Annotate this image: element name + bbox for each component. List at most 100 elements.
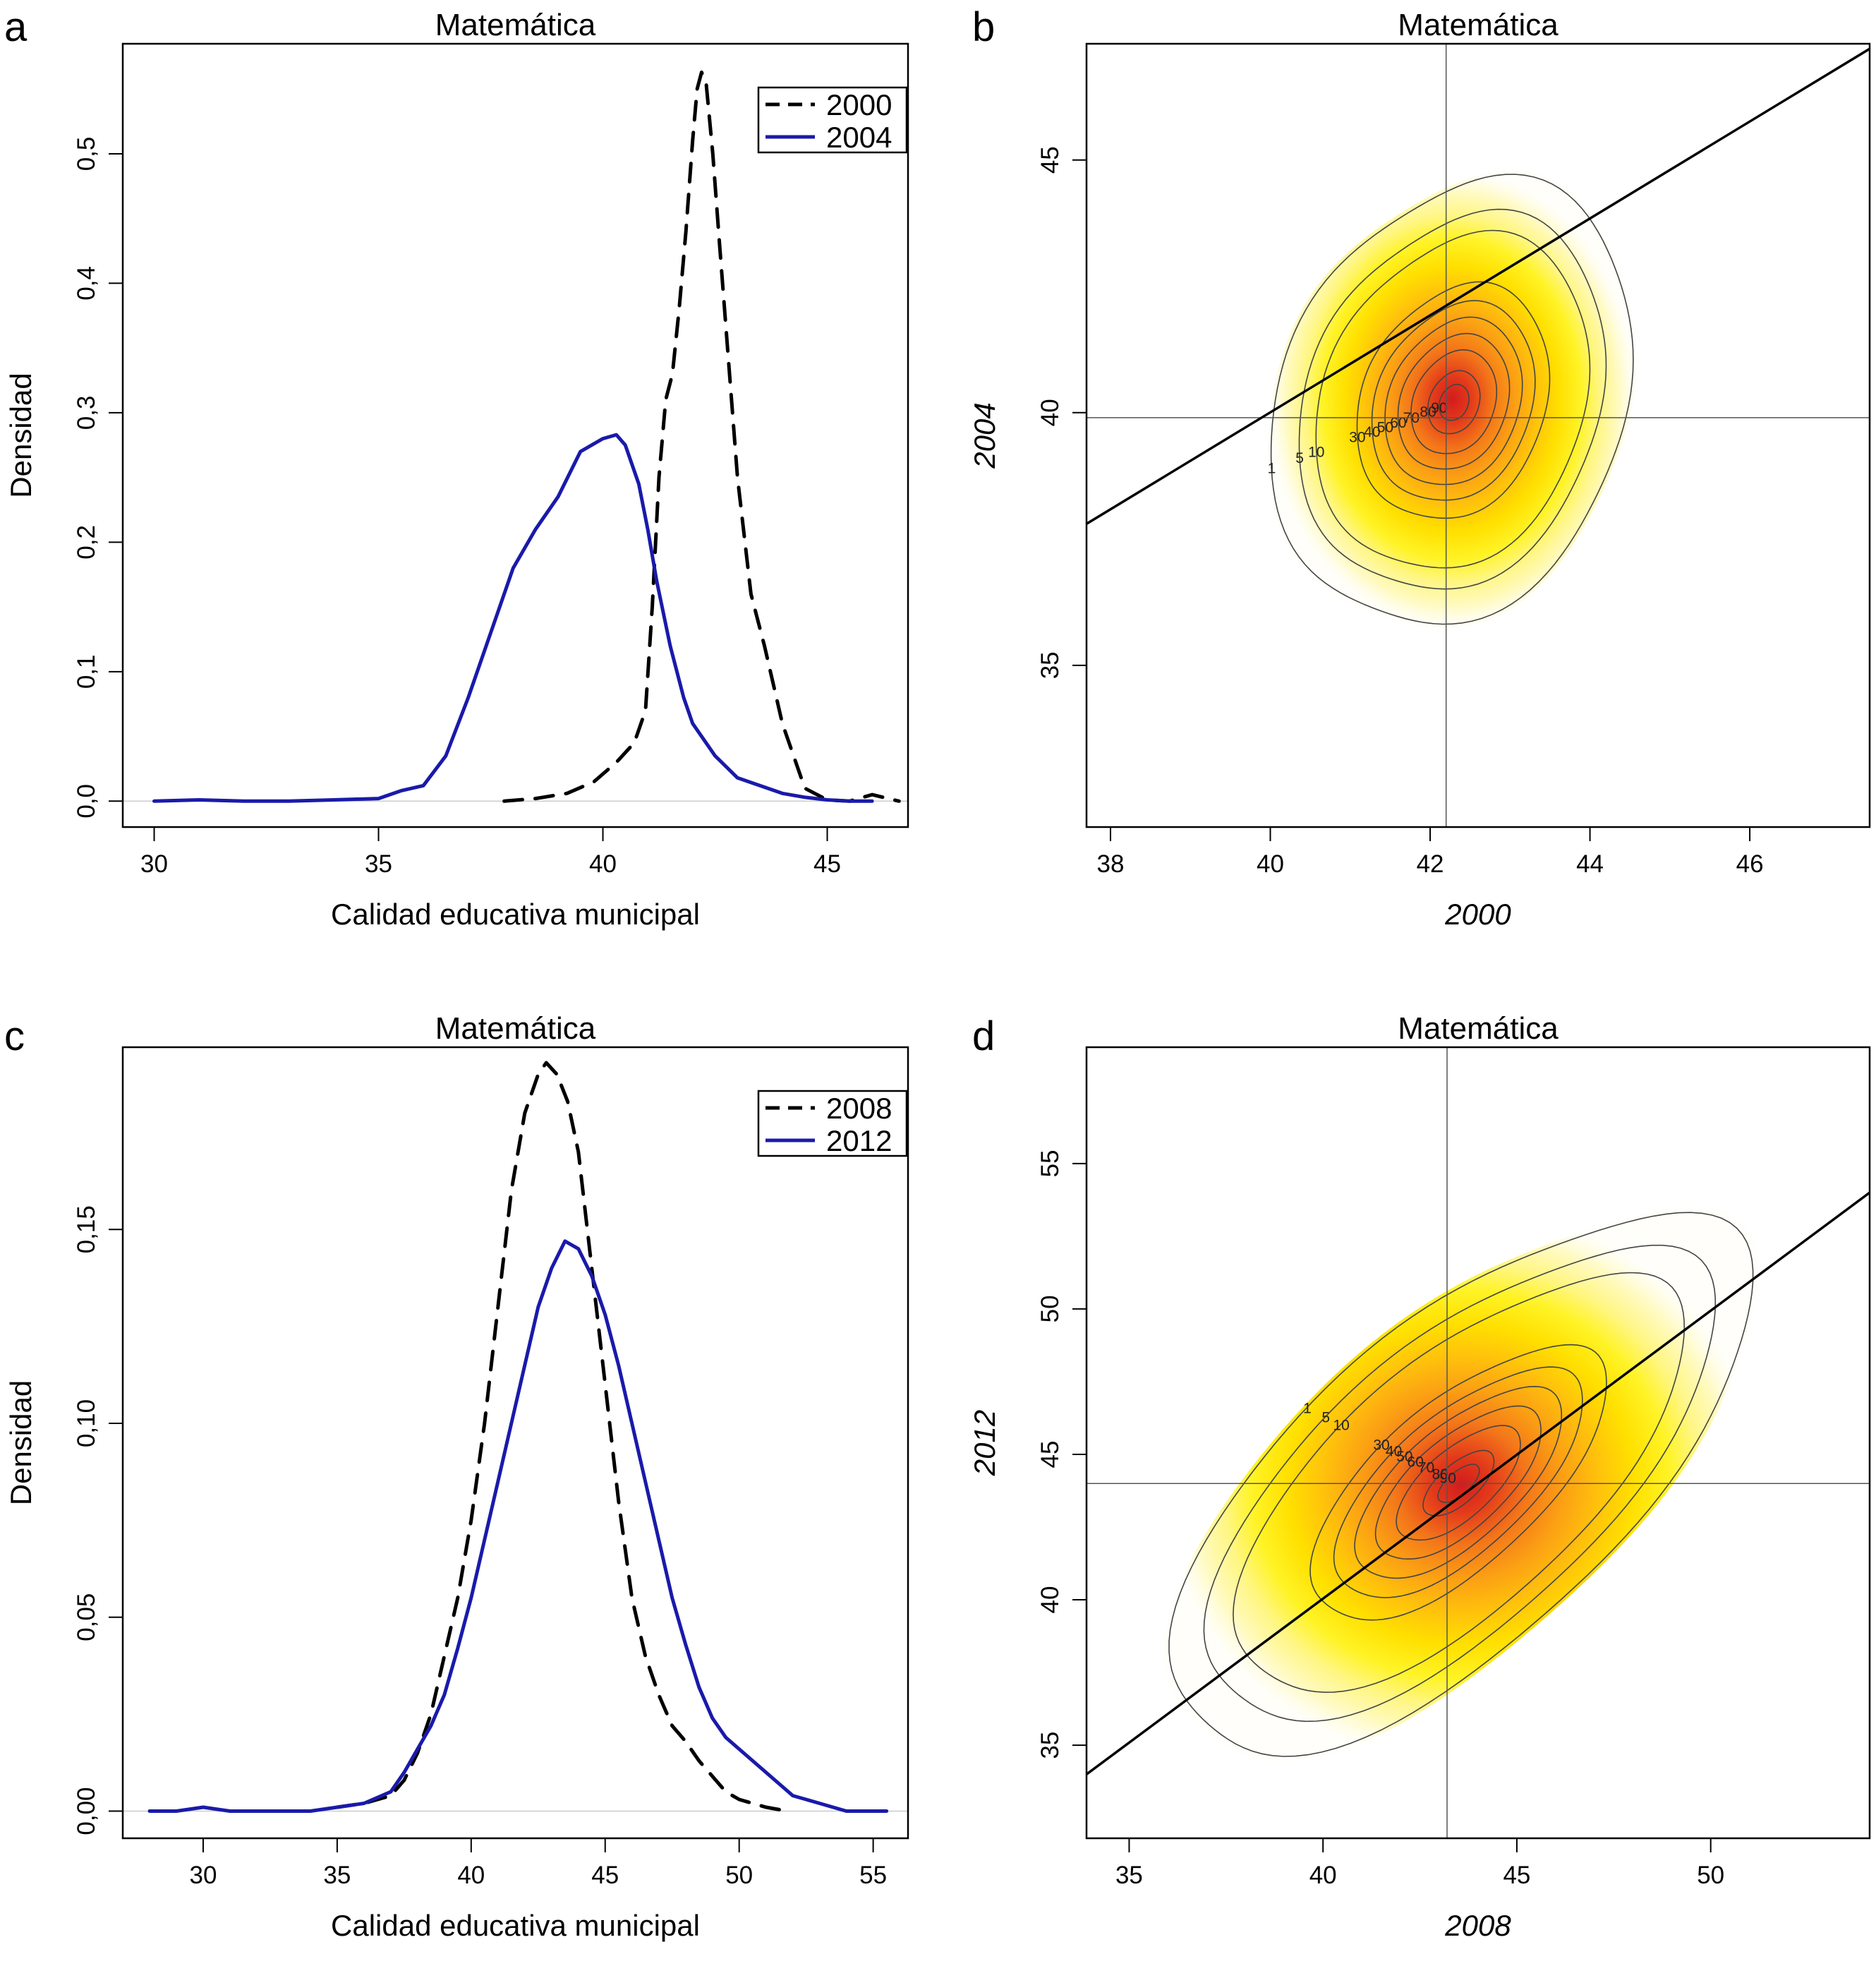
density-field xyxy=(1163,1207,1760,1762)
panel-letter: d xyxy=(972,1013,995,1059)
x-tick-label: 50 xyxy=(725,1862,753,1889)
contour-label: 60 xyxy=(1390,415,1406,431)
x-tick-label: 35 xyxy=(1115,1862,1143,1889)
series-line-2012 xyxy=(147,1239,889,1813)
y-tick-label: 0,2 xyxy=(73,525,100,560)
y-tick-label: 40 xyxy=(1036,1586,1064,1614)
contour-label: 80 xyxy=(1420,404,1436,421)
y-axis-label: 2004 xyxy=(968,402,1001,469)
panel-letter: a xyxy=(4,4,28,50)
x-tick-label: 50 xyxy=(1697,1862,1724,1889)
y-tick-label: 35 xyxy=(1036,651,1064,679)
y-tick-label: 0,10 xyxy=(73,1399,100,1447)
panel-a: a Matemática 30 35 40 45 0,0 0,1 0,2 0,3 0,4 0,5 Cal… xyxy=(4,4,909,931)
contour-line-30 xyxy=(1356,281,1551,519)
x-axis-label: 2000 xyxy=(1444,898,1511,931)
plot-border xyxy=(121,1046,909,1840)
legend-label: 2008 xyxy=(826,1092,892,1125)
contour-label: 90 xyxy=(1431,400,1447,416)
series-line-2008 xyxy=(335,1061,789,1813)
chart-title: Matemática xyxy=(435,1011,596,1046)
x-axis-label: Calidad educativa municipal xyxy=(331,898,700,931)
x-axis-label: 2008 xyxy=(1444,1909,1511,1942)
panel-b: b Matemática 38 40 42 44 46 35 40 45 2000 2004 1 5 10 3… xyxy=(968,4,1871,931)
contour-line-70 xyxy=(1396,1425,1521,1541)
x-tick-label: 40 xyxy=(1309,1862,1337,1889)
contour-line-10 xyxy=(1315,229,1591,569)
contour-label: 80 xyxy=(1432,1466,1448,1483)
plot-border xyxy=(1085,42,1871,828)
y-axis-label: Densidad xyxy=(4,373,37,497)
panel-c: c Matemática 30 35 40 45 50 55 0,00 0,05 0,10 0,15 C… xyxy=(4,1011,909,1942)
panel-letter: c xyxy=(4,1013,25,1059)
legend-box xyxy=(757,86,908,154)
y-tick-label: 50 xyxy=(1036,1295,1064,1322)
y-tick-label: 45 xyxy=(1036,146,1064,174)
reference-line xyxy=(1087,47,1870,525)
x-tick-label: 55 xyxy=(859,1862,887,1889)
contour-label: 5 xyxy=(1321,1409,1330,1425)
y-axis-label: Densidad xyxy=(4,1380,37,1505)
y-tick-label: 0,4 xyxy=(73,266,100,301)
contour-line-10 xyxy=(1233,1272,1686,1693)
contour-line-90 xyxy=(1437,1464,1480,1503)
legend-label: 2004 xyxy=(826,121,892,154)
contour-label: 10 xyxy=(1308,445,1324,461)
y-axis-label: 2012 xyxy=(968,1410,1001,1476)
contour-line-80 xyxy=(1427,370,1481,435)
panel-letter: b xyxy=(972,4,995,50)
y-tick-label: 40 xyxy=(1036,399,1064,426)
contour-label: 10 xyxy=(1333,1417,1349,1433)
contour-label: 40 xyxy=(1386,1443,1402,1459)
x-tick-label: 35 xyxy=(323,1862,351,1889)
y-tick-label: 0,1 xyxy=(73,655,100,689)
panel-d: d Matemática 35 40 45 50 35 40 45 50 55 2008 2012 15 1… xyxy=(968,1011,1871,1942)
density-field xyxy=(1267,169,1638,629)
y-tick-label: 0,5 xyxy=(73,137,100,171)
contour-label: 30 xyxy=(1349,430,1365,446)
contour-line-5 xyxy=(1203,1244,1717,1723)
x-tick-label: 40 xyxy=(457,1862,485,1889)
contour-line-60 xyxy=(1397,332,1511,470)
y-tick-label: 0,3 xyxy=(73,396,100,430)
contour-label: 70 xyxy=(1403,410,1420,426)
contour-line-5 xyxy=(1298,208,1607,590)
contour-line-50 xyxy=(1354,1385,1563,1579)
contour-label: 1 xyxy=(1303,1400,1312,1416)
contour-line-80 xyxy=(1422,1449,1495,1516)
plot-border xyxy=(121,42,909,828)
y-tick-label: 45 xyxy=(1036,1441,1064,1469)
contour-line-60 xyxy=(1374,1405,1542,1560)
contour-line-30 xyxy=(1309,1344,1607,1621)
x-tick-label: 45 xyxy=(813,850,841,878)
series-line-2000 xyxy=(502,70,901,803)
contour-label: 5 xyxy=(1295,450,1304,466)
chart-title: Matemática xyxy=(435,8,596,42)
contour-line-40 xyxy=(1371,300,1536,501)
x-tick-label: 30 xyxy=(189,1862,217,1889)
contour-label: 40 xyxy=(1364,424,1380,440)
x-tick-label: 40 xyxy=(1257,850,1284,878)
reference-line xyxy=(1087,1191,1870,1775)
y-tick-label: 35 xyxy=(1036,1732,1064,1759)
x-tick-label: 40 xyxy=(589,850,617,878)
y-tick-label: 0,15 xyxy=(73,1205,100,1253)
chart-title: Matemática xyxy=(1398,8,1559,42)
x-tick-label: 45 xyxy=(1503,1862,1530,1889)
y-tick-label: 55 xyxy=(1036,1150,1064,1177)
x-tick-label: 45 xyxy=(591,1862,619,1889)
legend-label: 2012 xyxy=(826,1124,892,1157)
contour-label: 70 xyxy=(1418,1459,1434,1476)
contour-label: 60 xyxy=(1408,1454,1424,1471)
y-tick-label: 0,05 xyxy=(73,1593,100,1641)
legend-box xyxy=(757,1090,908,1157)
x-axis-label: Calidad educativa municipal xyxy=(331,1909,700,1942)
contour-label: 50 xyxy=(1377,419,1393,435)
x-tick-label: 46 xyxy=(1736,850,1764,878)
contour-line-50 xyxy=(1384,316,1523,486)
x-tick-label: 35 xyxy=(365,850,392,878)
x-tick-label: 42 xyxy=(1417,850,1444,878)
